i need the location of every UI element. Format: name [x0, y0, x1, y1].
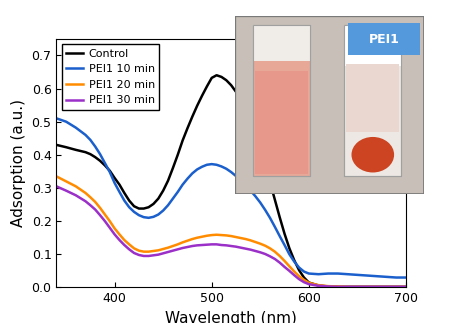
Bar: [253, 25, 310, 176]
Bar: [253, 25, 310, 61]
PEI1 10 min: [117, 190, 122, 194]
Control: [166, 179, 171, 182]
Bar: [348, 23, 420, 55]
Line: Control: Control: [56, 75, 406, 287]
PEI1 20 min: [117, 233, 122, 236]
PEI1 10 min: [141, 215, 147, 219]
PEI1 30 min: [54, 184, 59, 188]
PEI1 10 min: [393, 276, 399, 279]
PEI1 30 min: [166, 250, 171, 254]
Legend: Control, PEI1 10 min, PEI1 20 min, PEI1 30 min: Control, PEI1 10 min, PEI1 20 min, PEI1 …: [62, 44, 159, 110]
Control: [403, 285, 409, 289]
PEI1 30 min: [248, 248, 253, 252]
Control: [54, 143, 59, 147]
PEI1 30 min: [161, 251, 166, 255]
PEI1 30 min: [151, 253, 156, 257]
PEI1 20 min: [248, 238, 253, 242]
Line: PEI1 20 min: PEI1 20 min: [56, 176, 406, 287]
Control: [214, 73, 219, 77]
PEI1 10 min: [166, 203, 171, 207]
Bar: [255, 71, 308, 174]
Bar: [345, 25, 401, 66]
PEI1 10 min: [54, 116, 59, 120]
PEI1 20 min: [345, 285, 350, 289]
PEI1 30 min: [117, 238, 122, 242]
PEI1 10 min: [151, 215, 156, 219]
PEI1 20 min: [141, 250, 147, 254]
X-axis label: Wavelength (nm): Wavelength (nm): [165, 311, 297, 323]
Control: [253, 133, 258, 137]
Ellipse shape: [351, 137, 394, 172]
Bar: [253, 25, 310, 176]
PEI1 20 min: [161, 247, 166, 251]
PEI1 10 min: [403, 276, 409, 279]
Bar: [345, 25, 401, 176]
PEI1 20 min: [151, 249, 156, 253]
PEI1 30 min: [335, 285, 341, 289]
Text: PEI1: PEI1: [369, 33, 400, 46]
Control: [335, 285, 341, 289]
Line: PEI1 10 min: PEI1 10 min: [56, 118, 406, 277]
Bar: [346, 64, 399, 131]
PEI1 20 min: [403, 285, 409, 289]
PEI1 30 min: [141, 254, 147, 258]
Control: [141, 207, 147, 211]
PEI1 20 min: [54, 174, 59, 178]
Bar: [345, 25, 401, 176]
Control: [117, 183, 122, 187]
Control: [151, 202, 156, 206]
Line: PEI1 30 min: PEI1 30 min: [56, 186, 406, 287]
PEI1 20 min: [166, 246, 171, 250]
PEI1 10 min: [248, 189, 253, 193]
PEI1 10 min: [161, 209, 166, 213]
Control: [161, 189, 166, 193]
Y-axis label: Adsorption (a.u.): Adsorption (a.u.): [11, 99, 26, 227]
PEI1 30 min: [403, 285, 409, 289]
